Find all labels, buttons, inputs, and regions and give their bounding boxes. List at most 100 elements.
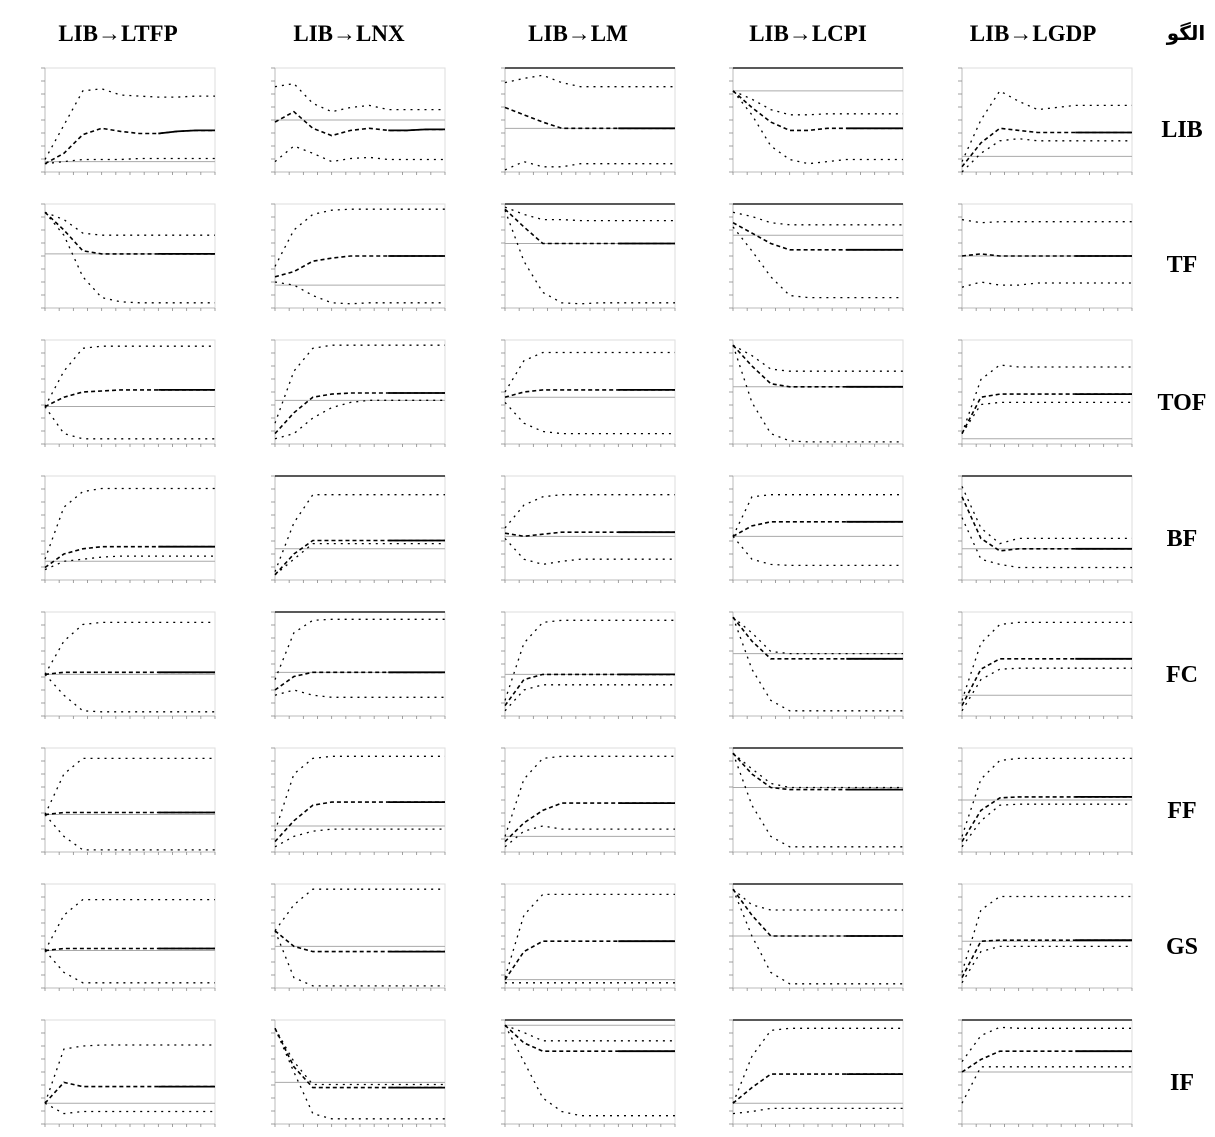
- upper-band-line: [504, 206, 675, 222]
- response-line: [961, 796, 1132, 843]
- panel-frame: [732, 339, 904, 445]
- response-line: [44, 211, 215, 255]
- lower-band-line: [961, 281, 1132, 288]
- panel-fc-ltfp: [41, 611, 216, 719]
- panel-frame: [504, 339, 676, 445]
- panel-gs-lgdp: [958, 883, 1133, 991]
- row-label-lib: LIB: [1161, 117, 1202, 143]
- response-line: [504, 106, 675, 130]
- panel-frame: [44, 883, 216, 989]
- upper-band-line: [961, 621, 1132, 701]
- response-line: [732, 888, 903, 937]
- lower-band-line: [504, 825, 675, 848]
- response-line: [44, 389, 215, 408]
- response-line: [732, 221, 903, 251]
- upper-band-line: [504, 351, 675, 393]
- lower-band-line: [504, 1024, 675, 1117]
- lower-band-line: [274, 930, 445, 987]
- upper-band-line: [44, 88, 215, 160]
- panel-frame: [44, 1019, 216, 1125]
- panel-tf-ltfp: [41, 203, 216, 311]
- upper-band-line: [732, 344, 903, 372]
- upper-band-line: [274, 82, 445, 113]
- lower-band-line: [961, 138, 1132, 173]
- upper-band-line: [274, 344, 445, 424]
- response-line: [504, 208, 675, 245]
- panel-tof-ltfp: [41, 339, 216, 447]
- panel-frame: [274, 1019, 446, 1125]
- panel-frame: [504, 883, 676, 989]
- response-line: [44, 545, 215, 569]
- lower-band-line: [274, 145, 445, 163]
- upper-band-line: [732, 494, 903, 537]
- upper-band-line: [504, 619, 675, 701]
- panel-tof-lnx: [271, 339, 446, 447]
- panel-ff-ltfp: [41, 747, 216, 855]
- row-label-tf: TF: [1167, 252, 1198, 278]
- response-line: [44, 1081, 215, 1104]
- panel-ff-lgdp: [958, 747, 1133, 855]
- upper-band-line: [732, 211, 903, 226]
- lower-band-line: [961, 945, 1132, 984]
- upper-band-line: [274, 208, 445, 267]
- panel-frame: [961, 339, 1133, 445]
- response-line: [732, 520, 903, 538]
- panel-frame: [44, 339, 216, 445]
- upper-band-line: [44, 898, 215, 951]
- panel-frame: [274, 883, 446, 989]
- upper-band-line: [44, 621, 215, 675]
- panels-grid: [41, 67, 1133, 1127]
- lower-band-line: [44, 157, 215, 165]
- upper-band-line: [504, 74, 675, 88]
- panel-gs-lcpi: [729, 883, 904, 991]
- response-line: [274, 110, 445, 137]
- upper-band-line: [44, 1044, 215, 1104]
- panel-lib-lcpi: [729, 67, 904, 175]
- panel-gs-lm: [501, 883, 676, 991]
- response-line: [274, 255, 445, 278]
- response-line: [504, 673, 675, 707]
- column-header-lnx: LIB→LNX: [293, 21, 405, 46]
- panel-fc-lnx: [271, 611, 446, 719]
- upper-band-line: [961, 757, 1132, 837]
- lower-band-line: [274, 281, 445, 305]
- panel-lib-lm: [501, 67, 676, 175]
- panel-frame: [961, 611, 1133, 717]
- panel-fc-lm: [501, 611, 676, 719]
- response-line: [274, 801, 445, 843]
- response-line: [504, 389, 675, 398]
- response-line: [961, 393, 1132, 434]
- response-line: [961, 657, 1132, 706]
- lower-band-line: [274, 1028, 445, 1120]
- panel-if-lnx: [271, 1019, 446, 1127]
- row-label-gs: GS: [1166, 934, 1198, 960]
- lower-band-line: [274, 828, 445, 848]
- response-line: [504, 1024, 675, 1052]
- panel-tf-lm: [501, 203, 676, 311]
- upper-band-line: [274, 755, 445, 832]
- lower-band-line: [732, 616, 903, 712]
- lower-band-line: [44, 555, 215, 571]
- panel-frame: [961, 883, 1133, 989]
- panel-frame: [44, 747, 216, 853]
- panel-frame: [44, 203, 216, 309]
- upper-band-line: [732, 888, 903, 911]
- panel-tof-lgdp: [958, 339, 1133, 447]
- upper-band-line: [44, 211, 215, 236]
- panel-frame: [732, 747, 904, 853]
- column-headers: LIB→LTFP LIB→LNX LIB→LM LIB→LCPI LIB→LGD…: [58, 21, 1205, 46]
- lower-band-line: [44, 814, 215, 851]
- panel-if-lgdp: [958, 1019, 1133, 1127]
- panel-tf-lcpi: [729, 203, 904, 311]
- panel-gs-lnx: [271, 883, 446, 991]
- lower-band-line: [732, 90, 903, 165]
- upper-band-line: [961, 90, 1132, 162]
- panel-lib-ltfp: [41, 67, 216, 175]
- panel-if-lcpi: [729, 1019, 904, 1127]
- panel-frame: [44, 475, 216, 581]
- panel-bf-ltfp: [41, 475, 216, 583]
- panel-frame: [732, 475, 904, 581]
- panel-frame: [504, 203, 676, 309]
- lower-band-line: [961, 401, 1132, 434]
- row-label-ff: FF: [1167, 798, 1196, 824]
